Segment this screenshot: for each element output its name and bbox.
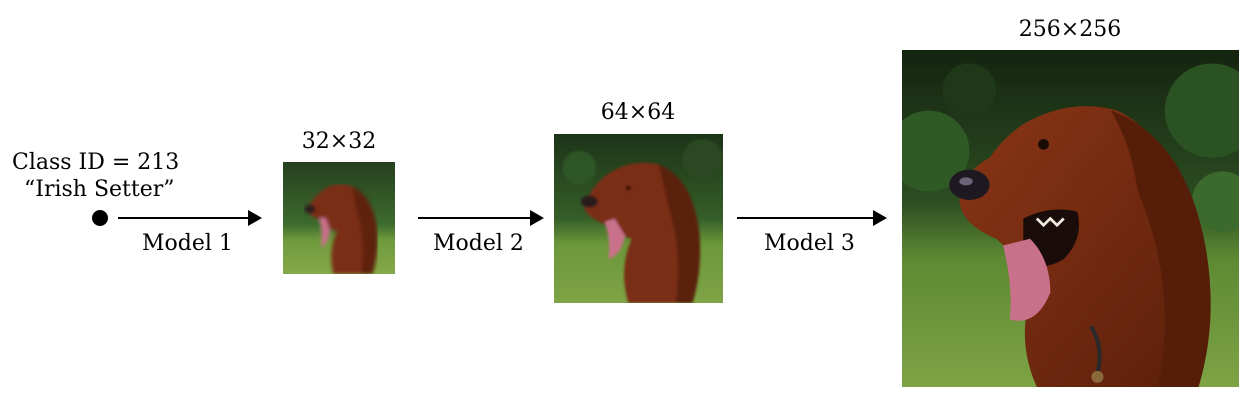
model-3-label: Model 3 [764, 231, 855, 256]
resolution-256-label: 256×256 [1018, 17, 1122, 42]
generated-image-32 [283, 162, 395, 274]
model-3-arrow [737, 210, 887, 226]
input-node-dot [92, 210, 108, 226]
model-1-label: Model 1 [142, 231, 233, 256]
class-name-label: “Irish Setter” [24, 177, 175, 202]
model-2-label: Model 2 [433, 231, 524, 256]
model-1-arrow [118, 210, 262, 226]
model-2-arrow [418, 210, 544, 226]
class-id-label: Class ID = 213 [12, 150, 180, 175]
resolution-64-label: 64×64 [600, 100, 676, 125]
resolution-32-label: 32×32 [301, 129, 377, 154]
generated-image-256 [902, 50, 1239, 387]
generated-image-64 [554, 134, 723, 303]
